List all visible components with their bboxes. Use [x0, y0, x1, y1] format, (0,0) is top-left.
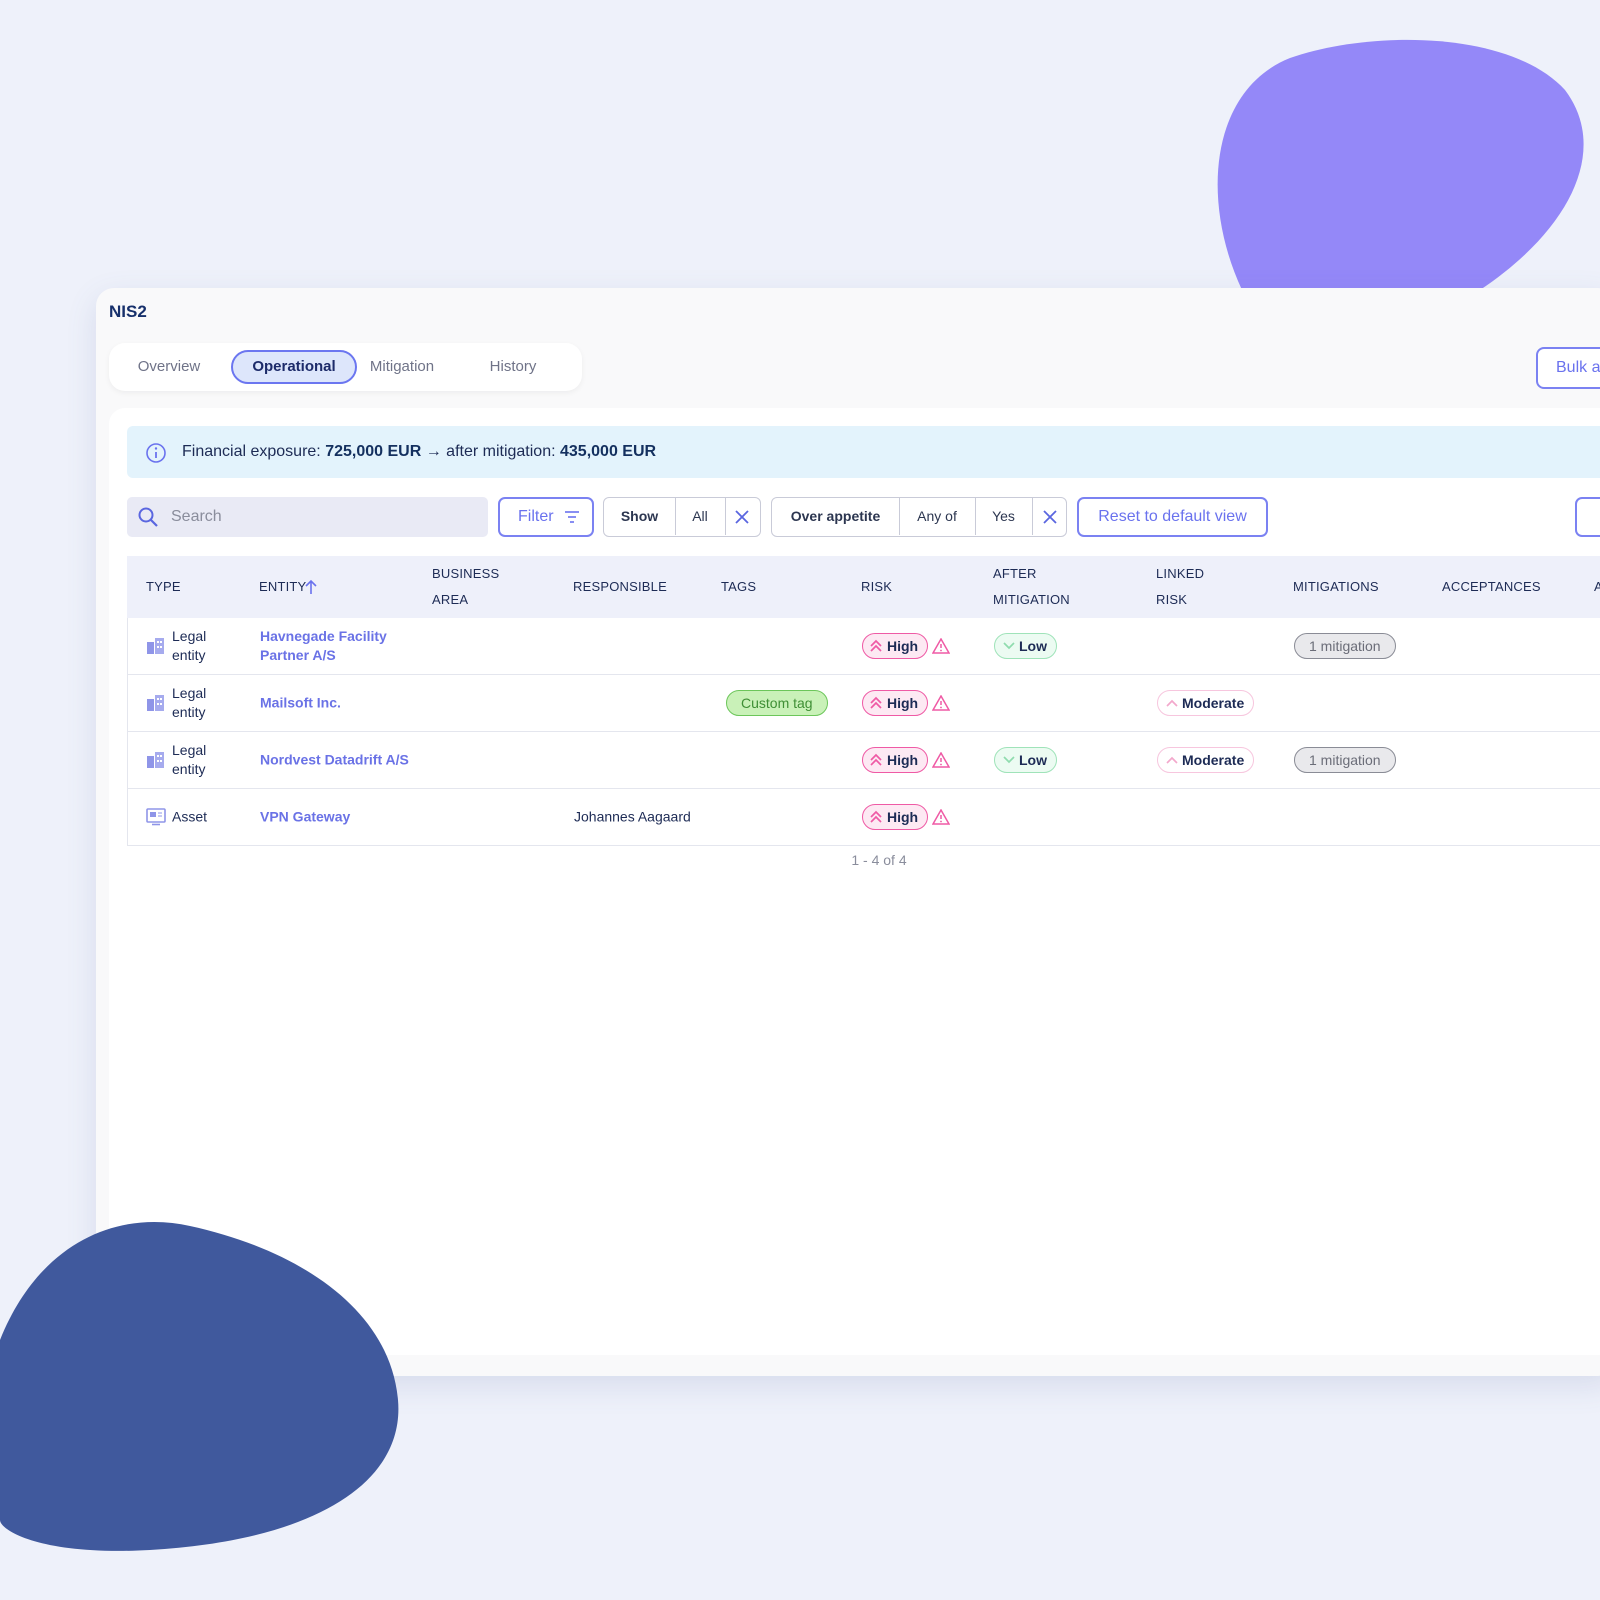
warning-icon: [932, 809, 950, 825]
clear-show[interactable]: [734, 509, 750, 525]
risk-badge: High: [862, 804, 929, 830]
show-label: Show: [604, 498, 676, 535]
filter-label: Filter: [518, 508, 554, 525]
filter-button[interactable]: Filter: [498, 497, 594, 537]
column-header: TAGS: [721, 579, 757, 594]
sort-icon: [305, 579, 317, 594]
cell-text: Johannes Aagaard: [574, 808, 691, 825]
cell-text: Asset: [172, 808, 208, 825]
after-mitigation-badge: Low: [994, 747, 1057, 773]
risk-badge: High: [862, 747, 929, 773]
type-icon: [147, 695, 164, 711]
column-header: ENTITY: [259, 579, 307, 594]
search-icon: [138, 507, 158, 527]
cell-text: Legal entity: [172, 742, 207, 777]
linked-risk-badge: Moderate: [1157, 747, 1255, 773]
column-settings-button[interactable]: [1575, 497, 1600, 537]
high-icon: [870, 639, 882, 652]
warning-icon: [932, 752, 950, 768]
search-box[interactable]: Search: [127, 497, 488, 537]
type-icon: [147, 638, 164, 654]
tab[interactable]: Operational: [231, 350, 357, 384]
info-connector: → after mitigation:: [425, 443, 556, 460]
type-icon: [147, 752, 164, 768]
table-row[interactable]: Asset VPN Gateway Johannes Aagaard High: [127, 789, 1600, 846]
tags-badge: Custom tag: [726, 690, 828, 716]
table-row[interactable]: Legal entity Nordvest Datadrift A/S High Lo…: [127, 732, 1600, 789]
appetite-filter: Over appetite Any of Yes: [771, 497, 1067, 537]
info-label: Financial exposure:: [182, 443, 321, 460]
column-header: MITIGATIONS: [1293, 579, 1379, 594]
type-icon: [146, 808, 166, 826]
column-header: ACCEPTANCES: [1442, 579, 1541, 594]
moderate-icon: [1166, 756, 1178, 764]
mitigations-badge: 1 mitigation: [1294, 633, 1396, 659]
appetite-label: Over appetite: [772, 498, 900, 535]
table-header: TYPE ENTITY BUSINESS AREA RESPONSIBLE TAGS RI…: [127, 556, 1600, 618]
high-icon: [870, 753, 882, 766]
risk-badge: High: [862, 633, 929, 659]
mitigations-badge: 1 mitigation: [1294, 747, 1396, 773]
entity-link[interactable]: Mailsoft Inc.: [260, 694, 341, 711]
risk-badge: High: [862, 690, 929, 716]
column-header: RESPONSIBLE: [573, 579, 667, 594]
warning-icon: [932, 638, 950, 654]
content-panel: Financial exposure: 725,000 EUR → after …: [109, 408, 1600, 1355]
info-after: 435,000 EUR: [560, 443, 657, 460]
column-header: RISK: [861, 579, 893, 594]
tab[interactable]: History: [489, 358, 537, 375]
high-icon: [870, 696, 882, 709]
linked-risk-badge: Moderate: [1157, 690, 1255, 716]
info-banner: Financial exposure: 725,000 EUR → after …: [127, 426, 1600, 478]
column-header: BUSINESS AREA: [432, 566, 500, 607]
low-icon: [1003, 756, 1015, 764]
tab-bar: Overview Operational Mitigation History: [109, 343, 582, 391]
blob-top: [1217, 39, 1584, 290]
high-icon: [870, 810, 882, 823]
clear-appetite[interactable]: [1042, 509, 1058, 525]
cell-text: Legal entity: [172, 628, 207, 663]
table-row[interactable]: Legal entity Havnegade Facility Partner A…: [127, 618, 1600, 675]
page-title: NIS2: [109, 302, 147, 321]
appetite-value[interactable]: Yes: [975, 498, 1033, 535]
column-header: AFTER MITIGATION: [993, 566, 1070, 607]
info-amount: 725,000 EUR: [325, 443, 422, 460]
bulk-button[interactable]: Bulk a: [1536, 347, 1600, 389]
warning-icon: [932, 695, 950, 711]
info-icon: [146, 443, 166, 463]
cell-text: Legal entity: [172, 685, 207, 720]
moderate-icon: [1166, 699, 1178, 707]
entity-link[interactable]: VPN Gateway: [260, 808, 351, 825]
reset-button[interactable]: Reset to default view: [1077, 497, 1268, 537]
column-header: AV: [1594, 579, 1600, 594]
tab[interactable]: Mitigation: [369, 358, 435, 375]
entity-link[interactable]: Nordvest Datadrift A/S: [260, 751, 409, 768]
column-header: TYPE: [146, 579, 181, 594]
info-text: Financial exposure: 725,000 EUR → after …: [182, 426, 656, 478]
app-card: NIS2 Overview Operational Mitigation Histor…: [96, 288, 1600, 1376]
entity-link[interactable]: Havnegade Facility Partner A/S: [260, 628, 387, 663]
show-value[interactable]: All: [675, 498, 726, 535]
appetite-operator[interactable]: Any of: [899, 498, 976, 535]
low-icon: [1003, 642, 1015, 650]
column-header: LINKED RISK: [1156, 566, 1205, 607]
filter-icon: [565, 511, 579, 523]
search-placeholder: Search: [171, 508, 222, 525]
show-filter: Show All: [603, 497, 761, 537]
pagination: 1 - 4 of 4: [851, 852, 907, 868]
after-mitigation-badge: Low: [994, 633, 1057, 659]
tab[interactable]: Overview: [137, 358, 201, 375]
table-row[interactable]: Legal entity Mailsoft Inc. Custom tag High M…: [127, 675, 1600, 732]
